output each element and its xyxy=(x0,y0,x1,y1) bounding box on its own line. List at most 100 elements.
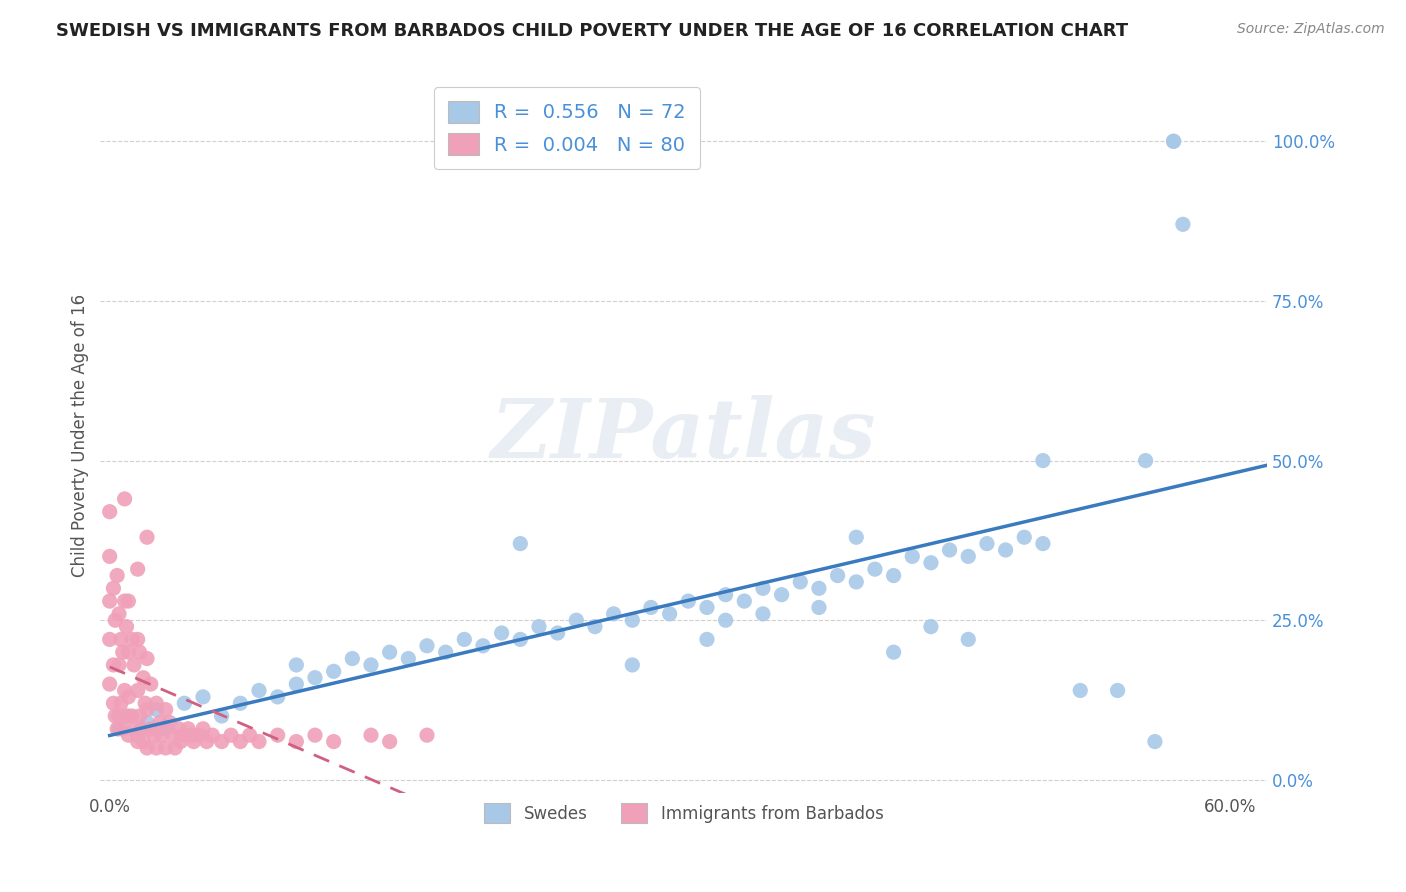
Point xyxy=(121,709,143,723)
Point xyxy=(117,728,139,742)
Point xyxy=(98,677,121,691)
Point xyxy=(117,594,139,608)
Point xyxy=(845,574,868,589)
Point xyxy=(122,722,145,736)
Point xyxy=(696,600,718,615)
Point xyxy=(1163,134,1185,148)
Point xyxy=(105,568,128,582)
Point xyxy=(621,613,644,627)
Point xyxy=(807,582,830,596)
Point xyxy=(863,562,886,576)
Point xyxy=(807,600,830,615)
Point xyxy=(1143,734,1166,748)
Point xyxy=(583,619,606,633)
Point xyxy=(136,715,159,730)
Point xyxy=(155,703,177,717)
Point xyxy=(1135,453,1157,467)
Point xyxy=(1032,453,1054,467)
Point xyxy=(115,709,138,723)
Point xyxy=(150,728,173,742)
Point xyxy=(416,639,439,653)
Point xyxy=(219,728,242,742)
Point xyxy=(136,741,159,756)
Point xyxy=(527,619,550,633)
Point xyxy=(239,728,262,742)
Point xyxy=(957,632,980,647)
Point xyxy=(247,734,270,748)
Point xyxy=(145,696,167,710)
Point xyxy=(678,594,700,608)
Point xyxy=(131,722,153,736)
Point xyxy=(98,549,121,564)
Point xyxy=(360,728,382,742)
Point xyxy=(640,600,662,615)
Point xyxy=(183,734,205,748)
Point xyxy=(157,715,180,730)
Point xyxy=(114,683,136,698)
Point xyxy=(121,632,143,647)
Point xyxy=(127,562,149,576)
Point xyxy=(128,709,150,723)
Point xyxy=(104,709,127,723)
Point xyxy=(98,505,121,519)
Point xyxy=(901,549,924,564)
Point xyxy=(696,632,718,647)
Point xyxy=(108,657,131,672)
Point xyxy=(180,728,202,742)
Point xyxy=(139,677,162,691)
Point xyxy=(173,696,195,710)
Point xyxy=(211,709,233,723)
Point xyxy=(136,703,159,717)
Point xyxy=(139,722,162,736)
Point xyxy=(145,741,167,756)
Point xyxy=(103,696,125,710)
Point xyxy=(1107,683,1129,698)
Point xyxy=(994,543,1017,558)
Point xyxy=(167,722,190,736)
Point xyxy=(1032,536,1054,550)
Point xyxy=(658,607,681,621)
Point xyxy=(127,632,149,647)
Point xyxy=(122,657,145,672)
Point xyxy=(789,574,811,589)
Point xyxy=(416,728,439,742)
Text: Source: ZipAtlas.com: Source: ZipAtlas.com xyxy=(1237,22,1385,37)
Point xyxy=(173,728,195,742)
Point xyxy=(132,671,155,685)
Point xyxy=(229,696,252,710)
Point xyxy=(98,632,121,647)
Point xyxy=(191,690,214,704)
Point xyxy=(114,594,136,608)
Point xyxy=(143,728,166,742)
Point xyxy=(714,588,737,602)
Point xyxy=(149,715,172,730)
Point xyxy=(752,582,775,596)
Point xyxy=(211,734,233,748)
Point xyxy=(162,728,184,742)
Point xyxy=(169,734,191,748)
Point xyxy=(110,696,132,710)
Point xyxy=(883,568,905,582)
Point xyxy=(304,728,326,742)
Point xyxy=(108,709,131,723)
Point xyxy=(472,639,495,653)
Point xyxy=(191,722,214,736)
Point xyxy=(117,645,139,659)
Point xyxy=(976,536,998,550)
Point xyxy=(155,741,177,756)
Point xyxy=(266,728,288,742)
Point xyxy=(111,722,134,736)
Point xyxy=(378,734,401,748)
Point xyxy=(845,530,868,544)
Point xyxy=(155,722,177,736)
Legend: Swedes, Immigrants from Barbados: Swedes, Immigrants from Barbados xyxy=(472,792,896,834)
Point xyxy=(104,613,127,627)
Point xyxy=(177,722,200,736)
Point xyxy=(396,651,419,665)
Point xyxy=(920,619,942,633)
Point xyxy=(752,607,775,621)
Point xyxy=(247,683,270,698)
Point xyxy=(360,657,382,672)
Y-axis label: Child Poverty Under the Age of 16: Child Poverty Under the Age of 16 xyxy=(72,293,89,576)
Point xyxy=(1012,530,1035,544)
